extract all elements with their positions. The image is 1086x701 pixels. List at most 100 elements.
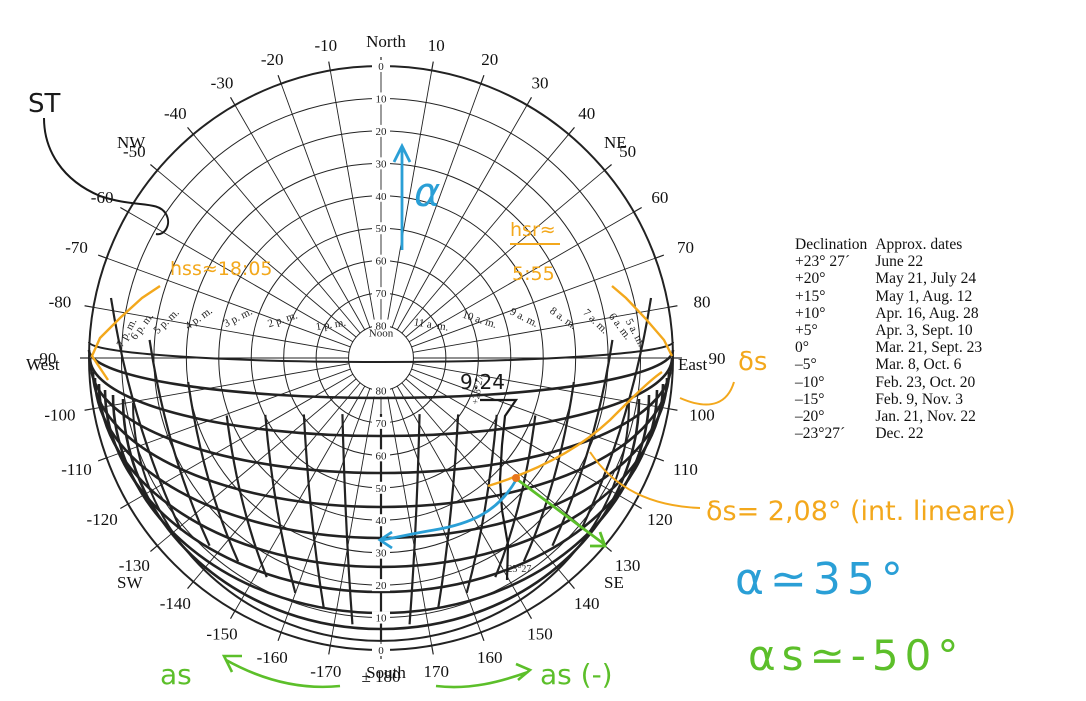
hour-label: 5 p. m. (151, 306, 181, 336)
azimuth-radial (396, 104, 528, 331)
azimuth-tick (150, 545, 158, 552)
approx-dates: Feb. 23, Oct. 20 (875, 373, 976, 391)
declination-row: –20° Jan. 21, Nov. 22 (795, 408, 990, 425)
azimuth-label: 170 (423, 662, 449, 681)
azimuth-radial (411, 257, 656, 348)
azimuth-label: -10 (314, 36, 337, 55)
altitude-label-bg (372, 611, 390, 624)
altitude-label-bg (372, 189, 390, 202)
azimuth-tick (526, 97, 533, 106)
current-declination-curve (487, 371, 663, 488)
azimuth-tick (604, 164, 612, 171)
azimuth-label: 30 (532, 74, 549, 93)
declination-value: –23°27´ (795, 425, 846, 443)
altitude-label-bg (372, 222, 390, 235)
azimuth-label: 80 (694, 292, 711, 311)
delta-value: δs= 2,08° (int. lineare) (706, 496, 1016, 527)
hour-line (225, 415, 268, 578)
azimuth-tick (480, 632, 485, 642)
as-left-label: as (160, 658, 192, 691)
hour-line (465, 414, 498, 594)
ne-label: NE (604, 133, 627, 152)
declination-curve (88, 341, 674, 363)
azimuth-radial (127, 211, 354, 343)
altitude-label-bg (372, 319, 390, 332)
delta-connector (679, 381, 735, 406)
as-left-arrow (221, 654, 341, 689)
azimuth-label: -160 (257, 648, 288, 667)
azimuth-radial (192, 382, 361, 582)
azimuth-tick (328, 61, 331, 71)
azimuth-label: 90 (709, 349, 726, 368)
azimuth-label: 130 (615, 556, 641, 575)
altitude-label-south: 10 (376, 613, 388, 625)
altitude-label-south: 0 (378, 645, 384, 657)
azimuth-radial (280, 388, 371, 633)
azimuth-radial (157, 169, 357, 338)
declination-curve (87, 349, 675, 400)
azimuth-tick (84, 305, 94, 308)
alpha-arrow-label: α (414, 170, 440, 216)
azimuth-label: ± 180 (361, 667, 400, 686)
hour-line (580, 297, 653, 531)
hour-line (341, 414, 354, 625)
hour-line (522, 381, 575, 562)
declination-row: +10° Apr. 16, Aug. 28 (795, 305, 990, 322)
as-value: αs≃-50° (748, 631, 964, 680)
hour-line (494, 415, 537, 578)
altitude-label-north: 30 (376, 158, 388, 170)
hour-line (264, 414, 297, 594)
azimuth-label: -40 (164, 104, 187, 123)
azimuth-label: 150 (527, 624, 553, 643)
azimuth-tick (120, 206, 129, 213)
altitude-label-bg (372, 384, 390, 397)
azimuth-label: -80 (49, 292, 72, 311)
approx-dates: Dec. 22 (875, 425, 924, 443)
azimuth-read-arrow (517, 478, 607, 548)
azimuth-radial (192, 134, 361, 334)
hour-line (551, 339, 614, 547)
hss-annotation: hss≈18:05 (170, 258, 273, 280)
azimuth-radial (391, 388, 482, 633)
azimuth-label: 50 (619, 142, 636, 161)
azimuth-label: 120 (647, 510, 673, 529)
altitude-label-south: 20 (376, 580, 388, 592)
azimuth-radial (106, 257, 351, 348)
nw-label: NW (117, 133, 146, 152)
approx-dates: Apr. 3, Sept. 10 (875, 322, 973, 340)
azimuth-tick (568, 581, 575, 589)
azimuth-radial (391, 83, 482, 328)
azimuth-tick (655, 254, 665, 259)
declination-row: 0° Mar. 21, Sept. 23 (795, 339, 990, 356)
approx-dates: May 21, July 24 (875, 270, 977, 288)
approx-dates: Mar. 21, Sept. 23 (875, 339, 983, 357)
azimuth-radial (412, 363, 669, 410)
hour-line (148, 339, 211, 547)
approx-dates: Feb. 9, Nov. 3 (875, 390, 963, 408)
azimuth-label: -90 (34, 349, 57, 368)
declination-value: +23° 27´ (795, 253, 850, 271)
altitude-label-north: 10 (376, 93, 388, 105)
azimuth-radial (280, 83, 371, 328)
altitude-label-south: 70 (376, 418, 388, 430)
azimuth-radial (329, 389, 376, 646)
azimuth-tick (431, 645, 434, 655)
sw-label: SW (117, 573, 143, 592)
hour-line (408, 414, 421, 625)
azimuth-label: 20 (481, 50, 498, 69)
declination-row: –10° Feb. 23, Oct. 20 (795, 374, 990, 391)
azimuth-radial (412, 306, 669, 353)
azimuth-radial (405, 169, 605, 338)
azimuth-label: -20 (261, 50, 284, 69)
azimuth-radial (234, 104, 366, 331)
declination-row: –5° Mar. 8, Oct. 6 (795, 356, 990, 373)
altitude-label-south: 40 (376, 515, 388, 527)
north-label: North (366, 32, 406, 51)
declination-row: +23° 27´ June 22 (795, 253, 990, 270)
approx-dates: June 22 (875, 253, 924, 271)
hour-line (437, 414, 460, 609)
declination-row: –15° Feb. 9, Nov. 3 (795, 391, 990, 408)
hour-label: 2 p. m. (266, 309, 299, 330)
altitude-label-north: 50 (376, 223, 388, 235)
alpha-arrow (392, 142, 412, 250)
